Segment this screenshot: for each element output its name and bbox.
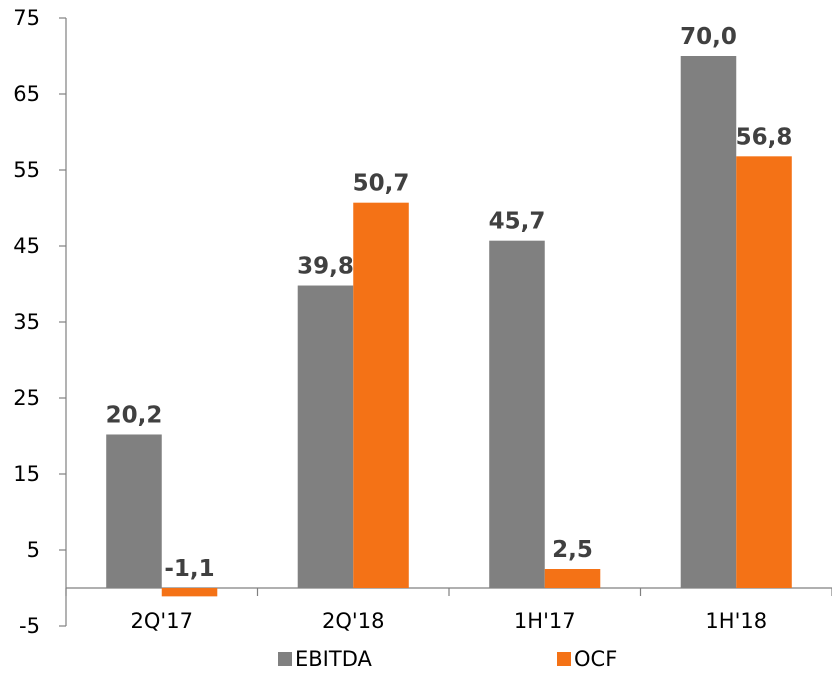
legend-label: OCF [574,647,617,671]
y-tick-label: -5 [19,614,40,638]
y-tick-label: 75 [13,6,40,30]
y-tick-label: 35 [13,310,40,334]
bar-ebitda [489,240,545,588]
legend-swatch [278,652,292,666]
bar-ebitda [680,56,737,588]
y-tick-label: 45 [13,234,40,258]
data-label: 70,0 [680,24,737,50]
y-axis: -5 5 15 25 35 45 55 65 75 [13,6,67,638]
legend-swatch [557,652,571,666]
y-tick-label: 65 [13,82,40,106]
data-label: 50,7 [353,171,410,197]
x-tick-label: 1H'17 [514,609,576,633]
x-tick-label: 2Q'18 [322,609,384,633]
bars [106,56,792,597]
data-label: 56,8 [736,124,793,150]
y-tick-label: 25 [13,386,40,410]
y-tick-label: 5 [27,538,40,562]
data-label: -1,1 [164,556,214,582]
bar-ocf [353,202,409,588]
bar-ebitda [106,434,162,588]
y-tick-label: 15 [13,462,40,486]
bar-ebitda [297,285,354,588]
bar-ocf [161,588,218,597]
y-tick-label: 55 [13,158,40,182]
x-tick-label: 1H'18 [705,609,767,633]
legend-label: EBITDA [295,647,372,671]
x-tick-label: 2Q'17 [131,609,193,633]
data-label: 39,8 [297,254,354,280]
data-labels: 20,2 -1,1 39,8 50,7 45,7 2,5 70,0 56,8 [106,24,793,582]
bar-ocf [736,156,792,588]
data-label: 20,2 [106,402,163,428]
legend: EBITDA OCF [278,647,617,671]
data-label: 45,7 [489,209,546,235]
bar-ocf [544,569,601,588]
data-label: 2,5 [552,537,593,563]
